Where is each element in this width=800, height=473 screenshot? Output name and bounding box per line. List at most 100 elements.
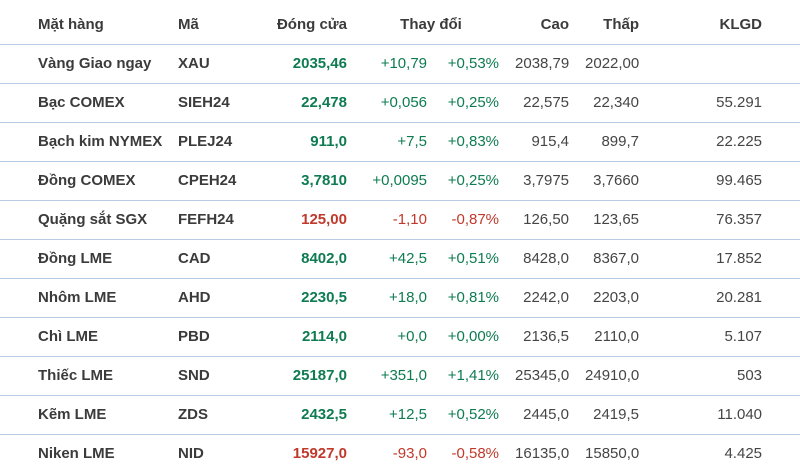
cell-close: 2035,46 — [265, 44, 355, 84]
table-row: Niken LME NID 15927,0 -93,0 -0,58% 16135,0 158… — [0, 434, 800, 473]
cell-change: +42,5 — [355, 239, 435, 279]
header-change: Thay đổi — [355, 6, 508, 45]
cell-close: 22,478 — [265, 83, 355, 123]
cell-code: SIEH24 — [170, 83, 265, 123]
table-body: Vàng Giao ngay XAU 2035,46 +10,79 +0,53% 2038… — [0, 44, 800, 473]
cell-low: 8367,0 — [577, 239, 648, 279]
cell-percent: +0,52% — [435, 395, 508, 435]
header-high: Cao — [507, 6, 578, 45]
cell-change: -1,10 — [355, 200, 435, 240]
cell-percent: -0,58% — [435, 434, 508, 473]
cell-close: 8402,0 — [265, 239, 355, 279]
cell-low: 24910,0 — [577, 356, 648, 396]
cell-code: PLEJ24 — [170, 122, 265, 162]
cell-close: 911,0 — [265, 122, 355, 162]
cell-percent: +0,25% — [435, 161, 508, 201]
cell-low: 2022,00 — [577, 44, 648, 84]
cell-close: 3,7810 — [265, 161, 355, 201]
cell-high: 16135,0 — [507, 434, 578, 473]
cell-volume: 76.357 — [647, 200, 800, 240]
cell-name: Kẽm LME — [0, 395, 170, 435]
cell-change: -93,0 — [355, 434, 435, 473]
header-close: Đóng cửa — [265, 6, 355, 45]
header-name: Mặt hàng — [0, 6, 170, 45]
cell-volume: 4.425 — [647, 434, 800, 473]
commodity-price-table: Mặt hàng Mã Đóng cửa Thay đổi Cao Thấp K… — [0, 6, 800, 473]
cell-high: 25345,0 — [507, 356, 578, 396]
cell-low: 2419,5 — [577, 395, 648, 435]
cell-change: +0,056 — [355, 83, 435, 123]
header-volume: KLGD — [647, 6, 800, 45]
header-code: Mã — [170, 6, 265, 45]
cell-high: 2038,79 — [507, 44, 578, 84]
cell-name: Nhôm LME — [0, 278, 170, 318]
cell-high: 126,50 — [507, 200, 578, 240]
cell-name: Bạc COMEX — [0, 83, 170, 123]
cell-volume: 17.852 — [647, 239, 800, 279]
table-row: Thiếc LME SND 25187,0 +351,0 +1,41% 25345,0 24… — [0, 356, 800, 396]
cell-close: 15927,0 — [265, 434, 355, 473]
cell-high: 2136,5 — [507, 317, 578, 357]
cell-code: PBD — [170, 317, 265, 357]
cell-name: Thiếc LME — [0, 356, 170, 396]
cell-name: Quặng sắt SGX — [0, 200, 170, 240]
cell-high: 22,575 — [507, 83, 578, 123]
header-row: Mặt hàng Mã Đóng cửa Thay đổi Cao Thấp K… — [0, 6, 800, 45]
cell-code: AHD — [170, 278, 265, 318]
cell-low: 2110,0 — [577, 317, 648, 357]
cell-change: +0,0 — [355, 317, 435, 357]
cell-code: CAD — [170, 239, 265, 279]
cell-high: 3,7975 — [507, 161, 578, 201]
cell-volume — [647, 44, 800, 84]
cell-name: Vàng Giao ngay — [0, 44, 170, 84]
cell-high: 8428,0 — [507, 239, 578, 279]
cell-percent: +0,53% — [435, 44, 508, 84]
cell-low: 899,7 — [577, 122, 648, 162]
cell-percent: +0,51% — [435, 239, 508, 279]
cell-low: 15850,0 — [577, 434, 648, 473]
cell-change: +10,79 — [355, 44, 435, 84]
cell-volume: 11.040 — [647, 395, 800, 435]
cell-volume: 20.281 — [647, 278, 800, 318]
cell-percent: +0,81% — [435, 278, 508, 318]
cell-code: CPEH24 — [170, 161, 265, 201]
header-low: Thấp — [577, 6, 648, 45]
cell-name: Niken LME — [0, 434, 170, 473]
cell-volume: 5.107 — [647, 317, 800, 357]
table-row: Quặng sắt SGX FEFH24 125,00 -1,10 -0,87% 126,… — [0, 200, 800, 240]
cell-low: 3,7660 — [577, 161, 648, 201]
cell-volume: 55.291 — [647, 83, 800, 123]
table-row: Nhôm LME AHD 2230,5 +18,0 +0,81% 2242,0 2203,0… — [0, 278, 800, 318]
cell-close: 2230,5 — [265, 278, 355, 318]
cell-percent: +0,83% — [435, 122, 508, 162]
cell-high: 2445,0 — [507, 395, 578, 435]
table-row: Kẽm LME ZDS 2432,5 +12,5 +0,52% 2445,0 2419,5 1… — [0, 395, 800, 435]
table-row: Đồng COMEX CPEH24 3,7810 +0,0095 +0,25% 3,797… — [0, 161, 800, 201]
cell-code: SND — [170, 356, 265, 396]
cell-change: +0,0095 — [355, 161, 435, 201]
cell-percent: -0,87% — [435, 200, 508, 240]
cell-name: Chì LME — [0, 317, 170, 357]
cell-close: 125,00 — [265, 200, 355, 240]
cell-percent: +0,00% — [435, 317, 508, 357]
cell-name: Đồng LME — [0, 239, 170, 279]
cell-volume: 22.225 — [647, 122, 800, 162]
table-row: Đồng LME CAD 8402,0 +42,5 +0,51% 8428,0 8367,0… — [0, 239, 800, 279]
cell-change: +7,5 — [355, 122, 435, 162]
table-row: Bạch kim NYMEX PLEJ24 911,0 +7,5 +0,83% 915,4… — [0, 122, 800, 162]
cell-change: +351,0 — [355, 356, 435, 396]
cell-low: 22,340 — [577, 83, 648, 123]
cell-percent: +0,25% — [435, 83, 508, 123]
cell-code: FEFH24 — [170, 200, 265, 240]
table-row: Vàng Giao ngay XAU 2035,46 +10,79 +0,53% 2038… — [0, 44, 800, 84]
cell-close: 2432,5 — [265, 395, 355, 435]
cell-close: 2114,0 — [265, 317, 355, 357]
cell-volume: 503 — [647, 356, 800, 396]
cell-high: 915,4 — [507, 122, 578, 162]
cell-code: XAU — [170, 44, 265, 84]
cell-name: Đồng COMEX — [0, 161, 170, 201]
cell-low: 2203,0 — [577, 278, 648, 318]
cell-name: Bạch kim NYMEX — [0, 122, 170, 162]
cell-volume: 99.465 — [647, 161, 800, 201]
